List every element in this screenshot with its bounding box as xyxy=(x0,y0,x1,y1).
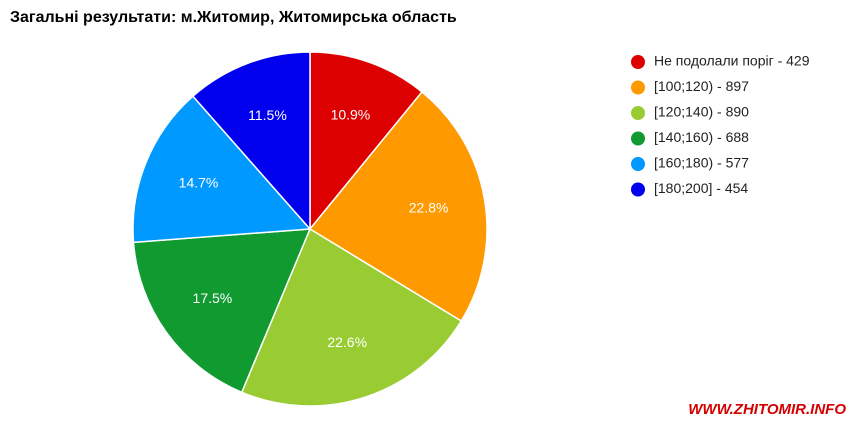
slice-label: 14.7% xyxy=(179,174,219,190)
legend-swatch xyxy=(631,106,645,120)
legend-swatch xyxy=(631,157,645,171)
legend-swatch xyxy=(631,80,645,95)
legend-label: [160;180) - 577 xyxy=(654,155,749,171)
legend-swatch xyxy=(631,55,645,69)
legend-swatch xyxy=(631,182,645,197)
pie-slice xyxy=(240,227,463,407)
chart-title: Загальні результати: м.Житомир, Житомирс… xyxy=(10,9,457,26)
pie-slice xyxy=(309,51,424,232)
legend-label: Не подолали поріг - 429 xyxy=(654,53,810,69)
legend-label: [100;120) - 897 xyxy=(654,78,749,94)
slice-label: 17.5% xyxy=(193,290,233,306)
slice-label: 11.5% xyxy=(248,107,287,123)
pie-slice xyxy=(308,90,488,323)
pie-slice xyxy=(191,51,311,231)
slice-label: 10.9% xyxy=(331,106,371,122)
slice-label: 22.6% xyxy=(327,334,367,350)
legend-swatch xyxy=(631,131,645,146)
legend-label: [180;200] - 454 xyxy=(654,180,748,196)
slice-label: 22.8% xyxy=(409,199,449,215)
pie-slice xyxy=(132,228,312,394)
watermark: WWW.ZHITOMIR.INFO xyxy=(688,401,846,418)
legend-label: [120;140) - 890 xyxy=(654,104,749,120)
legend-label: [140;160) - 688 xyxy=(654,129,749,145)
pie-slice xyxy=(132,95,312,244)
